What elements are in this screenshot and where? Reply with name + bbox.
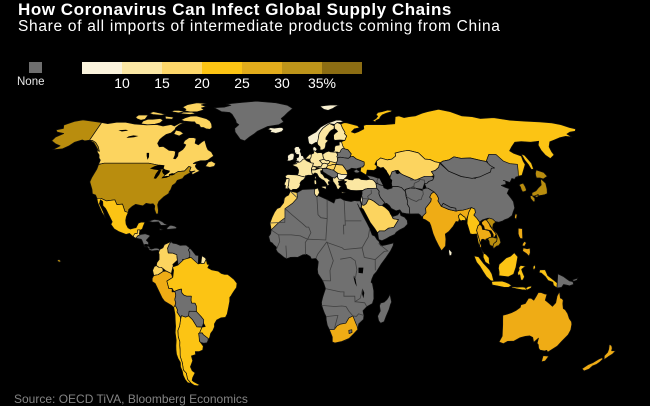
svg-text:10: 10 bbox=[114, 75, 130, 91]
svg-text:25: 25 bbox=[234, 75, 250, 91]
svg-text:30: 30 bbox=[274, 75, 290, 91]
svg-text:15: 15 bbox=[154, 75, 170, 91]
svg-text:20: 20 bbox=[194, 75, 210, 91]
svg-text:35%: 35% bbox=[308, 75, 336, 91]
